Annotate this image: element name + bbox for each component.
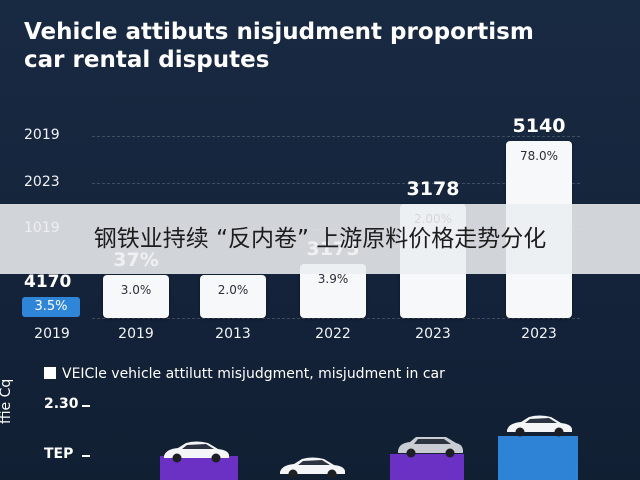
car-image	[398, 437, 463, 458]
x-tick-label: 2019	[118, 326, 154, 342]
sub-tick-mark	[82, 405, 90, 407]
y-tick-label: 2019	[24, 127, 60, 143]
x-tick-label: 2023	[415, 326, 451, 342]
x-tick-label: 2019	[34, 326, 70, 342]
x-tick-label: 2023	[521, 326, 557, 342]
bar-percent-label: 3.9%	[317, 272, 349, 287]
car-image	[507, 415, 572, 437]
sub-y-tick-label: TEP	[44, 446, 74, 462]
y-tick-label: 2023	[24, 174, 60, 190]
bar-total-label: 3178	[406, 177, 460, 200]
overlay-banner	[0, 204, 640, 274]
legend-label: VEICle vehicle attilutt misjudgment, mis…	[62, 366, 445, 382]
sub-bar	[498, 436, 578, 480]
sub-bar	[390, 453, 464, 480]
sub-tick-mark	[82, 455, 90, 457]
bar	[200, 275, 266, 318]
gridline	[92, 183, 580, 184]
overlay-banner-text: 钢铁业持续 “反内卷” 上游原料价格走势分化	[93, 226, 547, 252]
x-tick-label: 2022	[315, 326, 351, 342]
chart-title-line-1: Vehicle attibuts nisjudment proportism	[24, 19, 534, 45]
chart-title: Vehicle attibuts nisjudment proportism c…	[24, 18, 534, 74]
sub-y-tick-label: 2.30	[44, 396, 79, 412]
left-percent-badge: 3.5%	[22, 297, 80, 317]
left-value-label: 4170	[24, 272, 72, 292]
bar	[103, 275, 169, 318]
gridline	[92, 136, 580, 137]
car-image	[164, 441, 229, 463]
bar-percent-label: 2.0%	[217, 283, 249, 298]
gridline-baseline	[92, 318, 580, 319]
legend-swatch	[44, 367, 56, 379]
car-image	[280, 457, 345, 479]
bar-total-label: 5140	[512, 114, 566, 137]
legend: VEICle vehicle attilutt misjudgment, mis…	[44, 366, 445, 382]
bar-percent-label: 78.0%	[519, 148, 559, 163]
chart-title-line-2: car rental disputes	[24, 47, 270, 73]
x-tick-label: 2013	[215, 326, 251, 342]
bar-percent-label: 3.0%	[120, 283, 152, 298]
sub-axis-side-label: ffie Cq	[0, 378, 14, 424]
